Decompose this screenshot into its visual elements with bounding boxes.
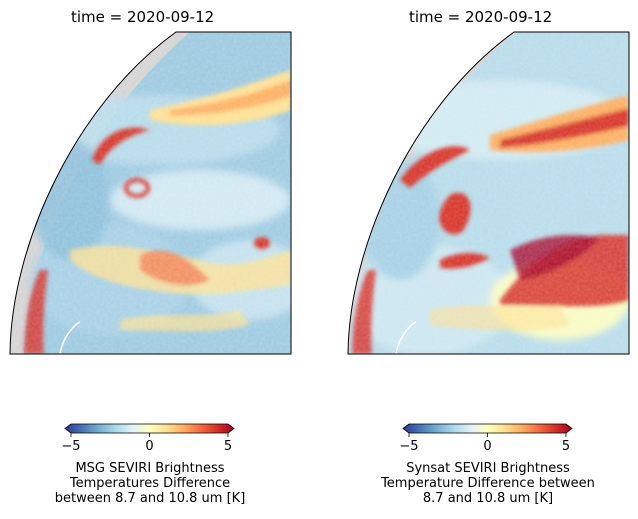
colorbar-body: [64, 423, 235, 434]
map-right: [348, 32, 629, 354]
colorbar-tick-label: 5: [562, 439, 570, 454]
panel-title-left: time = 2020-09-12: [71, 8, 215, 26]
colorbar-label-left: MSG SEVIRI Brightness Temperatures Diffe…: [54, 461, 246, 506]
map-right-border: [347, 31, 630, 355]
colorbar-left: −5 0 5: [61, 423, 235, 454]
colorbar-body: [402, 423, 573, 434]
colorbar-tick-label: 5: [224, 439, 232, 454]
colorbar-label-right: Synsat SEVIRI Brightness Temperature Dif…: [381, 461, 595, 506]
map-left-border: [9, 31, 292, 355]
colorbar-tick-label: 0: [145, 439, 153, 454]
colorbar-tick-label: 0: [483, 439, 491, 454]
colorbar-tick-label: −5: [399, 439, 418, 454]
colorbar-right: −5 0 5: [399, 423, 573, 454]
colorbar-tick-label: −5: [61, 439, 80, 454]
panel-title-right: time = 2020-09-12: [409, 8, 553, 26]
map-left: [10, 32, 291, 354]
